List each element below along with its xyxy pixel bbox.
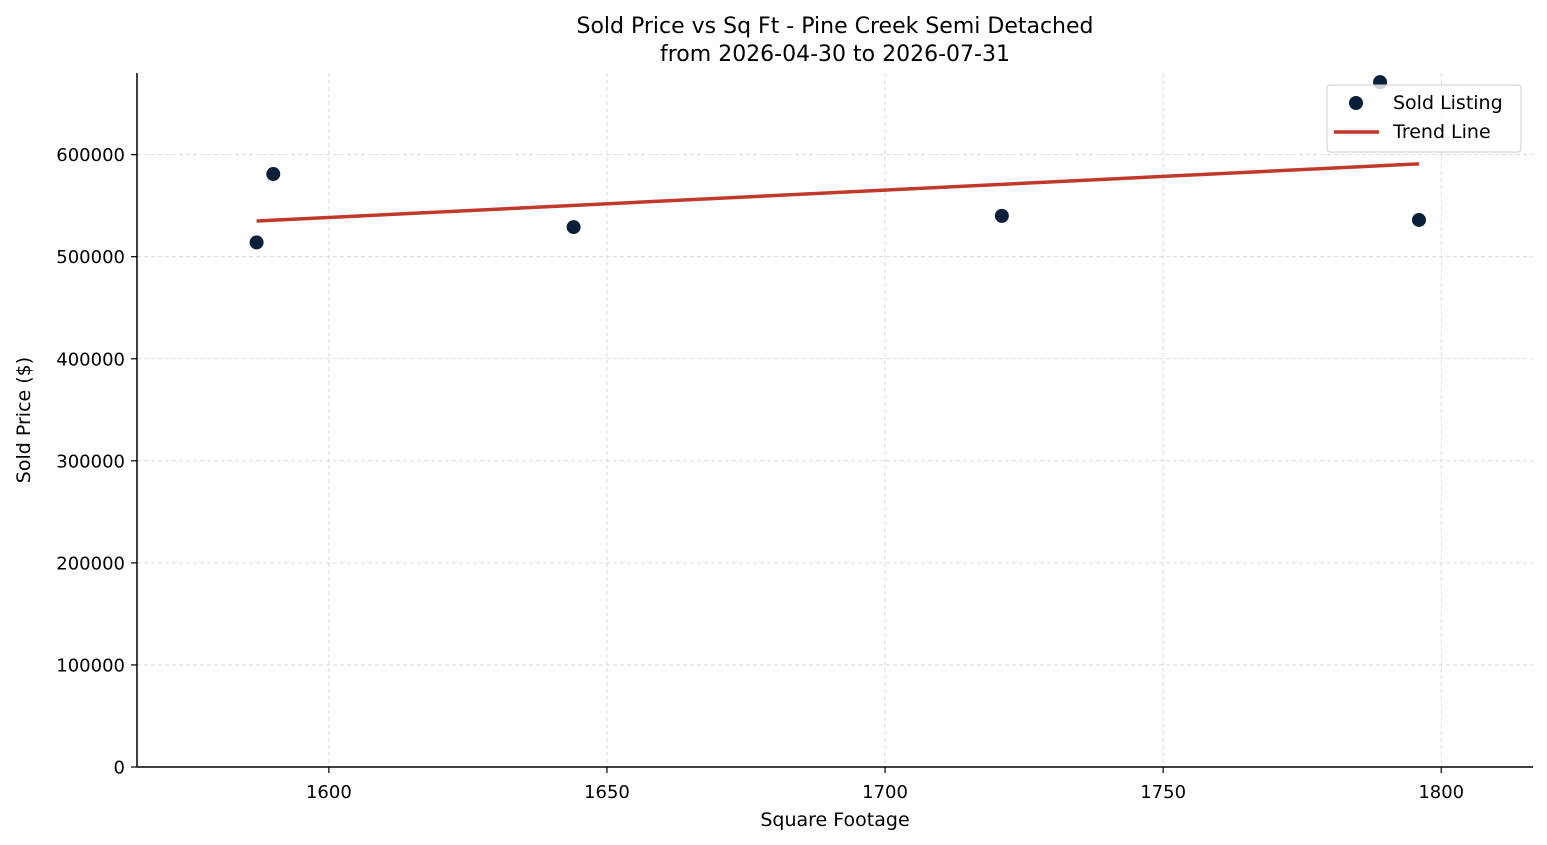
trend-line [256, 162, 1420, 223]
trend-line-layer [256, 162, 1420, 223]
data-points [249, 75, 1426, 250]
legend-label-trend-line: Trend Line [1392, 121, 1491, 143]
data-point [994, 208, 1009, 223]
x-tick-label: 1750 [1140, 782, 1186, 803]
data-point [266, 167, 281, 182]
x-tick-label: 1800 [1418, 782, 1464, 803]
chart-subtitle: from 2026-04-30 to 2026-07-31 [660, 42, 1010, 67]
grid [137, 73, 1533, 768]
x-tick-label: 1700 [862, 782, 908, 803]
y-axis-label: Sold Price ($) [13, 357, 35, 483]
x-tick-label: 1600 [306, 782, 352, 803]
chart-title: Sold Price vs Sq Ft - Pine Creek Semi De… [576, 14, 1093, 39]
y-tick-label: 100000 [56, 655, 125, 676]
legend-marker-sold-listing [1349, 96, 1363, 110]
legend-box [1326, 84, 1522, 153]
y-tick-label: 600000 [56, 145, 125, 166]
legend: Sold Listing Trend Line [1326, 84, 1522, 153]
y-tick-label: 200000 [56, 553, 125, 574]
data-point [249, 235, 264, 250]
y-axis-ticks: 0 100000 200000 300000 400000 500000 600000 [56, 145, 137, 779]
data-point [1411, 212, 1426, 227]
x-axis-label: Square Footage [760, 809, 909, 831]
y-tick-label: 400000 [56, 349, 125, 370]
y-tick-label: 500000 [56, 247, 125, 268]
y-tick-label: 300000 [56, 451, 125, 472]
data-point [566, 220, 581, 235]
x-axis-ticks: 1600 1650 1700 1750 1800 [306, 767, 1464, 803]
x-tick-label: 1650 [584, 782, 630, 803]
y-tick-label: 0 [114, 758, 125, 779]
legend-label-sold-listing: Sold Listing [1393, 92, 1503, 114]
